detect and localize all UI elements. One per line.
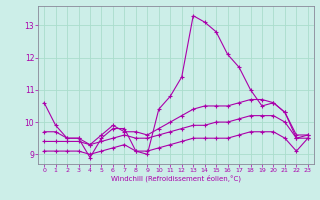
X-axis label: Windchill (Refroidissement éolien,°C): Windchill (Refroidissement éolien,°C) <box>111 175 241 182</box>
